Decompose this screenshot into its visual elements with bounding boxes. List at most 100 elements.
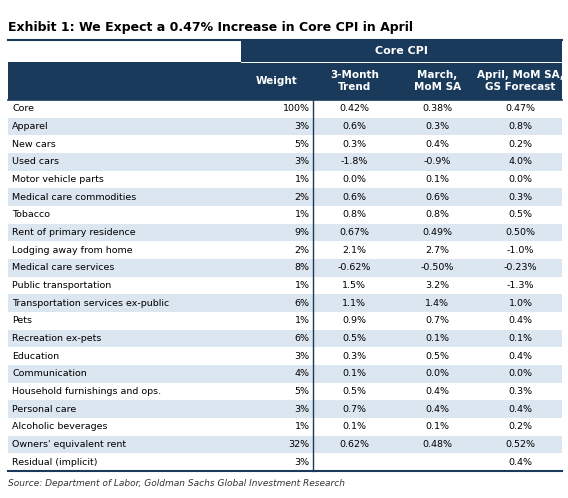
Text: 0.0%: 0.0% [343, 175, 366, 184]
Text: 3%: 3% [295, 405, 310, 414]
Text: 0.2%: 0.2% [508, 422, 532, 431]
Text: Personal care: Personal care [12, 405, 76, 414]
Text: New cars: New cars [12, 139, 56, 149]
Bar [8, 259, 562, 277]
Bar [8, 330, 562, 347]
Bar [8, 418, 562, 436]
Text: Public transportation: Public transportation [12, 281, 111, 290]
Text: Residual (implicit): Residual (implicit) [12, 458, 98, 467]
Text: -0.62%: -0.62% [337, 263, 371, 272]
Bar [8, 347, 562, 365]
Bar [8, 135, 562, 153]
Text: Apparel: Apparel [12, 122, 49, 131]
Text: 0.5%: 0.5% [425, 352, 449, 361]
Text: -1.3%: -1.3% [507, 281, 534, 290]
Text: 0.50%: 0.50% [506, 228, 536, 237]
Text: 0.1%: 0.1% [343, 370, 366, 378]
Text: 0.48%: 0.48% [423, 440, 452, 449]
Text: 0.0%: 0.0% [508, 370, 532, 378]
Text: 0.8%: 0.8% [343, 210, 366, 219]
Text: 0.6%: 0.6% [425, 193, 449, 202]
Text: 9%: 9% [295, 228, 310, 237]
Text: 0.1%: 0.1% [343, 422, 366, 431]
Text: 0.1%: 0.1% [508, 334, 532, 343]
Text: March,
MoM SA: March, MoM SA [414, 70, 461, 92]
Text: Weight: Weight [256, 76, 298, 86]
Text: 3-Month
Trend: 3-Month Trend [330, 70, 379, 92]
Text: 0.9%: 0.9% [343, 316, 366, 325]
Text: Medical care services: Medical care services [12, 263, 114, 272]
Text: -0.50%: -0.50% [421, 263, 454, 272]
Text: 0.5%: 0.5% [508, 210, 532, 219]
Text: 0.2%: 0.2% [508, 139, 532, 149]
Text: 1%: 1% [295, 422, 310, 431]
Bar [479, 62, 562, 100]
Text: 1.5%: 1.5% [343, 281, 366, 290]
Text: 0.4%: 0.4% [508, 316, 532, 325]
Text: 0.4%: 0.4% [508, 352, 532, 361]
Text: 0.3%: 0.3% [508, 387, 533, 396]
Text: -0.9%: -0.9% [424, 157, 451, 166]
Bar [8, 118, 562, 135]
Text: 1.4%: 1.4% [425, 299, 449, 308]
Text: 0.38%: 0.38% [422, 105, 453, 114]
Text: Rent of primary residence: Rent of primary residence [12, 228, 136, 237]
Text: Alcoholic beverages: Alcoholic beverages [12, 422, 107, 431]
Text: Medical care commodities: Medical care commodities [12, 193, 136, 202]
Text: 0.1%: 0.1% [425, 422, 449, 431]
Text: 8%: 8% [295, 263, 310, 272]
Text: 0.5%: 0.5% [343, 334, 366, 343]
Text: 1%: 1% [295, 281, 310, 290]
Text: 1%: 1% [295, 175, 310, 184]
Text: Education: Education [12, 352, 59, 361]
Text: 1.0%: 1.0% [508, 299, 532, 308]
Text: 0.3%: 0.3% [508, 193, 533, 202]
Text: 0.1%: 0.1% [425, 175, 449, 184]
Text: 2.1%: 2.1% [343, 246, 366, 254]
Text: Used cars: Used cars [12, 157, 59, 166]
Bar [8, 312, 562, 330]
Text: 0.8%: 0.8% [508, 122, 532, 131]
Text: 1%: 1% [295, 316, 310, 325]
Text: 0.49%: 0.49% [423, 228, 452, 237]
Text: Communication: Communication [12, 370, 87, 378]
Text: Owners' equivalent rent: Owners' equivalent rent [12, 440, 126, 449]
Text: Lodging away from home: Lodging away from home [12, 246, 132, 254]
Bar [8, 365, 562, 382]
Text: 0.4%: 0.4% [425, 387, 449, 396]
Text: 0.52%: 0.52% [506, 440, 536, 449]
Text: 3%: 3% [295, 157, 310, 166]
Bar [8, 100, 562, 118]
Bar [8, 153, 562, 171]
Text: Transportation services ex-public: Transportation services ex-public [12, 299, 169, 308]
Text: 4.0%: 4.0% [508, 157, 532, 166]
Bar [396, 62, 479, 100]
Text: -1.8%: -1.8% [341, 157, 368, 166]
Text: 3%: 3% [295, 352, 310, 361]
Text: 2%: 2% [295, 193, 310, 202]
Text: Exhibit 1: We Expect a 0.47% Increase in Core CPI in April: Exhibit 1: We Expect a 0.47% Increase in… [8, 21, 413, 34]
Text: 0.4%: 0.4% [425, 405, 449, 414]
Bar [8, 436, 562, 453]
Text: Motor vehicle parts: Motor vehicle parts [12, 175, 104, 184]
Text: 0.0%: 0.0% [425, 370, 449, 378]
Text: 100%: 100% [283, 105, 310, 114]
Text: Household furnishings and ops.: Household furnishings and ops. [12, 387, 161, 396]
Text: 0.67%: 0.67% [339, 228, 369, 237]
Bar [8, 224, 562, 242]
Text: 0.3%: 0.3% [342, 352, 366, 361]
Text: 0.42%: 0.42% [339, 105, 369, 114]
Text: Pets: Pets [12, 316, 32, 325]
Text: 0.3%: 0.3% [425, 122, 449, 131]
Text: 2.7%: 2.7% [425, 246, 449, 254]
Bar [313, 62, 396, 100]
Text: 0.3%: 0.3% [342, 139, 366, 149]
Bar [8, 382, 562, 400]
Text: 0.6%: 0.6% [343, 193, 366, 202]
Text: 2%: 2% [295, 246, 310, 254]
Bar [8, 206, 562, 224]
Bar [241, 40, 562, 62]
Text: 3.2%: 3.2% [425, 281, 449, 290]
Bar [8, 242, 562, 259]
Text: Core: Core [12, 105, 34, 114]
